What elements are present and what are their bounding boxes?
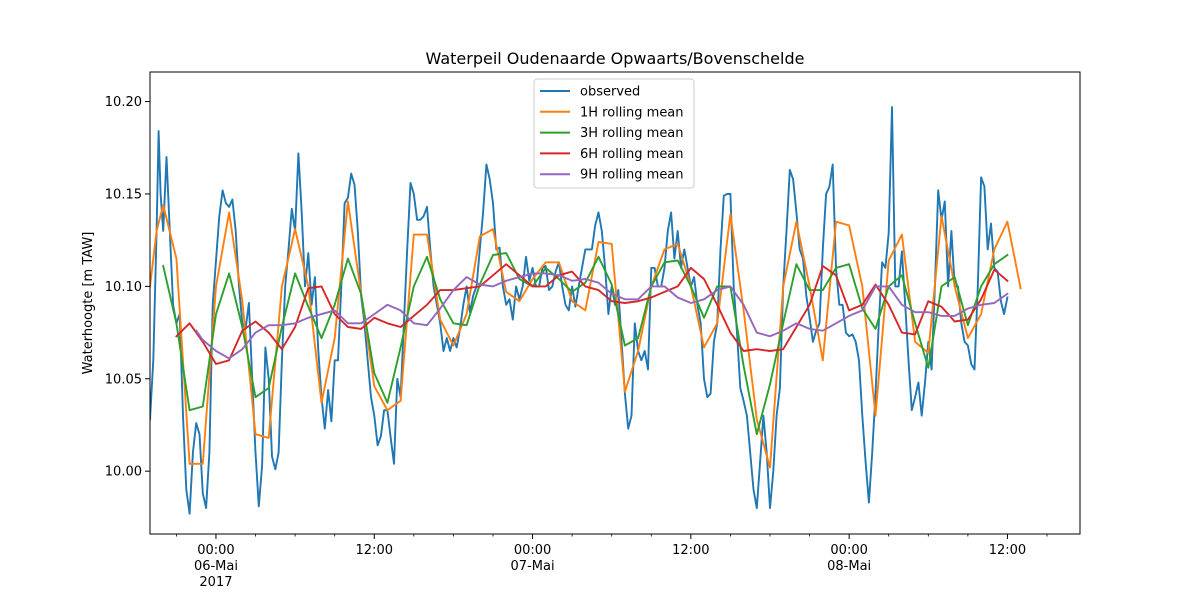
y-axis: 10.00 10.05 10.10 10.15 10.20 [105, 95, 150, 480]
plot-area [149, 71, 1081, 535]
y-tick-label: 10.15 [105, 187, 142, 202]
x-tick-label: 12:00 [356, 543, 393, 558]
y-axis-label: Waterhoogte [m TAW] [81, 232, 96, 375]
chart-title: Waterpeil Oudenaarde Opwaarts/Bovenschel… [426, 49, 805, 68]
legend-label: observed [580, 85, 640, 100]
series-line-1h-rolling-mean [150, 200, 1022, 469]
x-tick-label: 00:00 06-Mai 2017 [194, 543, 238, 590]
x-axis: 00:00 06-Mai 2017 12:00 00:00 07-Mai 12:00 00:0… [175, 534, 1048, 590]
series-group [150, 106, 1022, 515]
legend-box [533, 78, 695, 189]
legend: observed 1H rolling mean 3H rolling mean 6H… [533, 78, 695, 189]
legend-label: 1H rolling mean [580, 105, 684, 120]
legend-label: 6H rolling mean [580, 147, 684, 162]
y-tick-label: 10.05 [105, 372, 142, 387]
legend-label: 3H rolling mean [580, 126, 684, 141]
series-line-6h-rolling-mean [175, 263, 1009, 365]
y-tick-label: 10.00 [105, 465, 142, 480]
x-tick-label: 12:00 [989, 543, 1026, 558]
x-tick-label: 12:00 [672, 543, 709, 558]
series-line-3h-rolling-mean [162, 252, 1009, 436]
plot-frame [149, 71, 1081, 535]
y-tick-label: 10.10 [105, 280, 142, 295]
x-tick-label: 00:00 08-Mai [827, 543, 871, 574]
legend-label: 9H rolling mean [580, 168, 684, 183]
x-tick-label: 00:00 07-Mai [511, 543, 555, 574]
series-line-9h-rolling-mean [194, 272, 1009, 360]
y-tick-label: 10.20 [105, 95, 142, 110]
